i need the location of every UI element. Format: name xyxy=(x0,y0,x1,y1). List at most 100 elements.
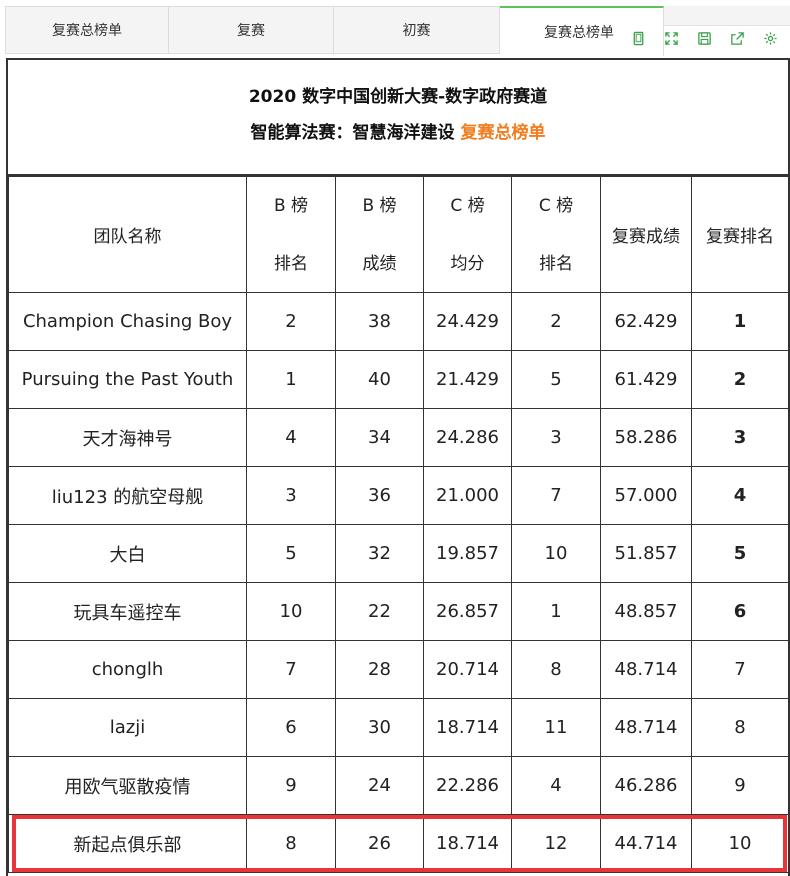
cell-final-rank: 3 xyxy=(691,408,788,467)
table-row: Pursuing the Past Youth 1 40 21.429 5 61.429 2 xyxy=(8,350,788,409)
cell-b-score: 36 xyxy=(335,466,424,525)
table-row: liu123 的航空母舰 3 36 21.000 7 57.000 4 xyxy=(8,466,788,525)
header-b-score: B 榜成绩 xyxy=(335,176,424,293)
tab-label: 复赛总榜单 xyxy=(544,25,614,41)
tab-final[interactable]: 复赛 xyxy=(169,6,334,54)
header-line: B 榜 xyxy=(362,195,397,216)
save-icon xyxy=(697,31,712,50)
table-row: chonglh 7 28 20.714 8 48.714 7 xyxy=(8,640,788,699)
cell-b-score: 38 xyxy=(335,292,424,351)
cell-team: lazji xyxy=(8,698,247,757)
cell-b-rank: 2 xyxy=(246,292,336,351)
cell-final-rank: 6 xyxy=(691,582,788,641)
cell-c-rank: 11 xyxy=(511,698,601,757)
settings-button[interactable] xyxy=(754,26,787,54)
cell-c-avg: 19.857 xyxy=(423,524,512,583)
tab-preliminary[interactable]: 初赛 xyxy=(334,6,500,54)
cell-final-rank: 7 xyxy=(691,640,788,699)
cell-team: liu123 的航空母舰 xyxy=(8,466,247,525)
cell-team: Champion Chasing Boy xyxy=(8,292,247,351)
table-row: Champion Chasing Boy 2 38 24.429 2 62.429 1 xyxy=(8,292,788,351)
cell-final-rank: 4 xyxy=(691,466,788,525)
cell-final-score: 51.857 xyxy=(600,524,692,583)
subtitle-text: 智能算法赛：智慧海洋建设 xyxy=(250,123,455,143)
tab-label: 复赛 xyxy=(237,23,265,39)
tab-label: 复赛总榜单 xyxy=(52,23,122,39)
table-row: 大白 5 32 19.857 10 51.857 5 xyxy=(8,524,788,583)
cell-c-rank: 1 xyxy=(511,582,601,641)
cell-c-avg: 22.286 xyxy=(423,756,512,815)
settings-icon xyxy=(763,31,778,50)
cell-c-avg: 20.714 xyxy=(423,640,512,699)
table-row: 玩具车遥控车 10 22 26.857 1 48.857 6 xyxy=(8,582,788,641)
cell-team: 大白 xyxy=(8,524,247,583)
cell-b-score: 40 xyxy=(335,350,424,409)
table-row: 用欧气驱散疫情 9 24 22.286 4 46.286 9 xyxy=(8,756,788,815)
cell-final-rank: 10 xyxy=(691,814,788,873)
cell-team: 天才海神号 xyxy=(8,408,247,467)
table-row: 天才海神号 4 34 24.286 3 58.286 3 xyxy=(8,408,788,467)
cell-team: Pursuing the Past Youth xyxy=(8,350,247,409)
cell-b-score: 30 xyxy=(335,698,424,757)
save-button[interactable] xyxy=(688,26,721,54)
cell-c-rank: 4 xyxy=(511,756,601,815)
cell-team: 新起点俱乐部 xyxy=(8,814,247,873)
header-b-rank: B 榜排名 xyxy=(246,176,336,293)
cell-c-rank: 10 xyxy=(511,524,601,583)
cell-b-score: 32 xyxy=(335,524,424,583)
cell-b-rank: 3 xyxy=(246,466,336,525)
toolbar xyxy=(622,26,787,54)
export-button[interactable] xyxy=(721,26,754,54)
header-final-rank: 复赛排名 xyxy=(691,176,788,293)
page-subtitle: 智能算法赛：智慧海洋建设 复赛总榜单 xyxy=(8,118,788,143)
header-line: 排名 xyxy=(274,253,308,274)
cell-c-avg: 18.714 xyxy=(423,698,512,757)
export-icon xyxy=(730,31,745,50)
header-team: 团队名称 xyxy=(8,176,247,293)
cell-b-score: 24 xyxy=(335,756,424,815)
header-line: 均分 xyxy=(450,253,485,274)
tab-final-overall-active[interactable]: 复赛总榜单 xyxy=(500,6,664,56)
table-header-row: 团队名称 B 榜排名 B 榜成绩 C 榜均分 C 榜排名 复赛成绩 复赛排名 xyxy=(8,176,788,293)
cell-c-rank: 7 xyxy=(511,466,601,525)
cell-b-rank: 8 xyxy=(246,814,336,873)
cell-c-avg: 21.429 xyxy=(423,350,512,409)
cell-b-rank: 5 xyxy=(246,524,336,583)
header-c-avg: C 榜均分 xyxy=(423,176,512,293)
header-line: C 榜 xyxy=(450,195,485,216)
header-final-score: 复赛成绩 xyxy=(600,176,692,293)
leaderboard-table: 团队名称 B 榜排名 B 榜成绩 C 榜均分 C 榜排名 复赛成绩 复赛排名 C… xyxy=(8,176,788,873)
cell-final-rank: 9 xyxy=(691,756,788,815)
cell-b-rank: 9 xyxy=(246,756,336,815)
tab-label: 初赛 xyxy=(402,23,431,39)
cell-c-rank: 8 xyxy=(511,640,601,699)
cell-c-avg: 24.429 xyxy=(423,292,512,351)
header-line: C 榜 xyxy=(538,195,574,216)
tablet-button[interactable] xyxy=(622,26,655,54)
cell-c-avg: 24.286 xyxy=(423,408,512,467)
cell-c-avg: 21.000 xyxy=(423,466,512,525)
fullscreen-button[interactable] xyxy=(655,26,688,54)
cell-c-avg: 26.857 xyxy=(423,582,512,641)
cell-team: chonglh xyxy=(8,640,247,699)
cell-team: 用欧气驱散疫情 xyxy=(8,756,247,815)
cell-final-score: 61.429 xyxy=(600,350,692,409)
cell-final-score: 58.286 xyxy=(600,408,692,467)
cell-b-score: 34 xyxy=(335,408,424,467)
tab-final-overall[interactable]: 复赛总榜单 xyxy=(5,6,169,54)
cell-team: 玩具车遥控车 xyxy=(8,582,247,641)
cell-c-rank: 5 xyxy=(511,350,601,409)
cell-b-rank: 7 xyxy=(246,640,336,699)
tab-bar-filler xyxy=(664,6,790,26)
cell-b-score: 26 xyxy=(335,814,424,873)
cell-b-rank: 10 xyxy=(246,582,336,641)
cell-final-score: 46.286 xyxy=(600,756,692,815)
subtitle-highlight: 复赛总榜单 xyxy=(460,123,546,143)
tab-bar: 复赛总榜单 复赛 初赛 复赛总榜单 xyxy=(0,0,790,56)
cell-c-rank: 2 xyxy=(511,292,601,351)
cell-final-rank: 2 xyxy=(691,350,788,409)
cell-final-rank: 1 xyxy=(691,292,788,351)
cell-final-score: 48.857 xyxy=(600,582,692,641)
header-line: 排名 xyxy=(539,253,573,274)
table-row: lazji 6 30 18.714 11 48.714 8 xyxy=(8,698,788,757)
